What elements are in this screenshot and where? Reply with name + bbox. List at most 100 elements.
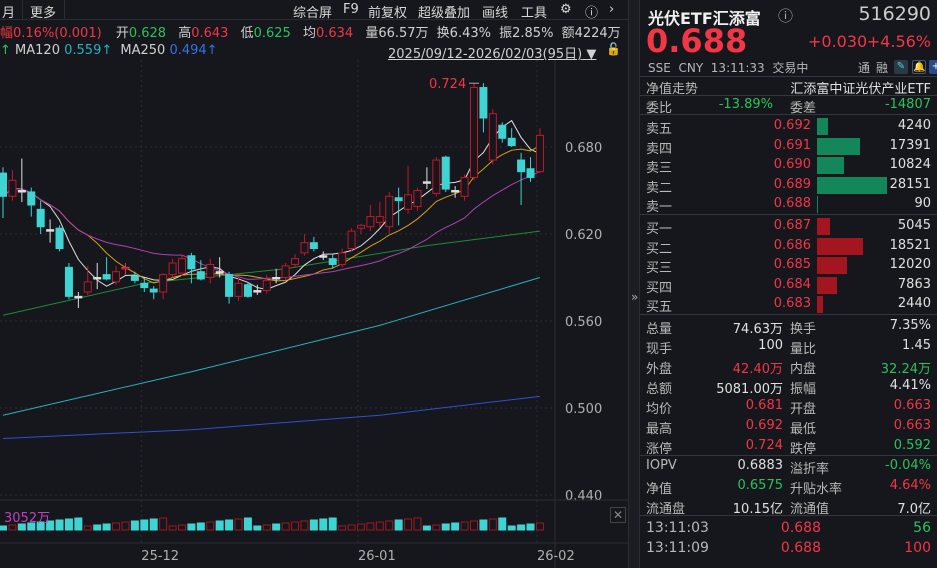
volume-bar	[488, 518, 497, 531]
add-icon[interactable]: +	[929, 60, 937, 74]
more-button[interactable]: 更多	[30, 6, 57, 21]
edit-icon[interactable]: ✎	[894, 60, 908, 74]
volume-bar	[83, 525, 92, 531]
candlestick-chart[interactable]: 0.680 0.620 0.560 0.500 0.440 25-12 26-01 26-02…	[0, 60, 628, 568]
close-icon[interactable]: ✕	[610, 507, 626, 523]
candle-body	[309, 242, 318, 249]
chevron-right-icon[interactable]: ›	[609, 2, 615, 17]
ask-level[interactable]: 卖一 0.688 90	[646, 195, 931, 215]
volume-bar	[262, 524, 271, 531]
tong-badge: 通	[858, 61, 871, 75]
level-label: 卖三	[646, 161, 673, 176]
y-tick-label: 0.620	[565, 228, 602, 243]
level-label: 买四	[646, 280, 673, 296]
f9-button[interactable]: F9	[343, 2, 359, 17]
stat-row: 总量 74.63万 换手 7.35%	[646, 318, 931, 337]
info-icon[interactable]: ⓘ	[778, 7, 794, 25]
date-range-selector[interactable]: 2025/09/12-2026/02/03(95日) ▼	[388, 47, 597, 62]
candle-body	[0, 172, 7, 197]
candle-body	[441, 156, 450, 190]
candle-body	[526, 168, 535, 178]
help-icon[interactable]: ⓘ	[585, 6, 599, 21]
candle-body	[74, 295, 83, 299]
ma20-line	[2, 170, 541, 280]
overlay-button[interactable]: 超级叠加	[418, 6, 471, 21]
ask-level[interactable]: 卖四 0.691 17391	[646, 137, 931, 157]
toolbar: 月 更多 综合屏 F9 前复权 超级叠加 画线 工具 ⚙ ⓘ ›	[0, 0, 628, 21]
candle-body	[488, 113, 497, 161]
nav-trend-link[interactable]: 净值走势	[646, 82, 699, 97]
bid-level[interactable]: 买四 0.684 7863	[646, 276, 931, 296]
volume-bar	[817, 276, 837, 294]
volume-bar	[8, 524, 17, 531]
volume-bar	[404, 518, 413, 531]
candle-body	[451, 190, 460, 193]
ask-level[interactable]: 卖五 0.692 4240	[646, 117, 931, 137]
volume-bar	[422, 525, 431, 531]
tools-button[interactable]: 工具	[521, 6, 548, 21]
bid-level[interactable]: 买二 0.686 18521	[646, 237, 931, 257]
level-volume: 2440	[897, 296, 931, 311]
volume-bar	[46, 520, 55, 531]
level-price: 0.684	[773, 276, 811, 292]
bid-level[interactable]: 买一 0.687 5045	[646, 217, 931, 237]
max-price-label: 0.724	[429, 77, 466, 92]
kline-panel: 月 更多 综合屏 F9 前复权 超级叠加 画线 工具 ⚙ ⓘ › 幅0.16%(…	[0, 0, 628, 568]
candle-body	[394, 197, 403, 202]
ma10-line	[2, 145, 541, 284]
volume-bar	[215, 520, 224, 531]
volume-bar	[177, 524, 186, 531]
gear-icon[interactable]: ⚙	[560, 2, 572, 17]
candle-body	[470, 87, 478, 178]
level-price: 0.690	[773, 157, 811, 172]
bid-level[interactable]: 买三 0.685 12020	[646, 256, 931, 276]
volume-bar	[817, 218, 830, 235]
composite-screen-button[interactable]: 综合屏	[293, 6, 333, 21]
volume-bar	[36, 521, 45, 531]
level-volume: 17391	[889, 137, 931, 153]
level-label: 买二	[646, 241, 673, 257]
expand-icon[interactable]: »	[631, 290, 639, 304]
level-volume: 10824	[889, 157, 931, 172]
candle-body	[243, 284, 252, 297]
candle-body	[140, 282, 149, 289]
stat-row: 外盘 42.40万 内盘 32.24万	[646, 362, 931, 377]
draw-button[interactable]: 画线	[482, 6, 509, 21]
adjust-button[interactable]: 前复权	[368, 6, 408, 21]
candle-body	[46, 229, 55, 232]
volume-bar	[206, 521, 215, 531]
candle-body	[168, 262, 177, 276]
volume-bar	[441, 523, 450, 531]
volume-bar	[140, 519, 149, 531]
ma-bar: ↑ MA120 0.559↑ MA250 0.494↑	[0, 43, 218, 58]
stat-row: 现手 100 量比 1.45	[646, 338, 931, 357]
ask-level[interactable]: 卖二 0.689 28151	[646, 176, 931, 196]
bid-level[interactable]: 买五 0.683 2440	[646, 295, 931, 315]
dropdown-icon: ▼	[586, 47, 597, 62]
candle-body	[102, 274, 111, 280]
market-info: SSE CNY 13:11:33 交易中	[648, 61, 809, 75]
ask-level[interactable]: 卖三 0.690 10824	[646, 156, 931, 176]
quote-bar: 幅0.16%(0.001) 开0.628 高0.643 低0.625 均0.63…	[0, 26, 621, 41]
tick-row: 13:11:03 0.688 56	[646, 520, 931, 536]
volume-bar	[291, 521, 300, 531]
candle-body	[36, 208, 45, 228]
candle-body	[432, 159, 441, 194]
volume-bar	[517, 524, 526, 531]
candle-body	[177, 258, 186, 274]
price-change-pct: +4.56%	[866, 32, 931, 51]
volume-bar	[102, 523, 111, 531]
level-volume: 90	[914, 196, 931, 211]
level-label: 卖一	[646, 200, 673, 215]
level-label: 卖二	[646, 180, 673, 196]
panel-divider[interactable]: »	[628, 0, 640, 568]
volume-bar	[366, 522, 375, 531]
bell-icon[interactable]: 🔔	[912, 60, 926, 74]
candle-body	[130, 275, 139, 281]
candle-body	[17, 190, 26, 193]
period-month-tab[interactable]: 月	[2, 6, 16, 21]
level-price: 0.685	[773, 257, 811, 272]
volume-bar	[526, 523, 535, 531]
lock-icon[interactable]: 🔓	[606, 42, 621, 56]
candle-body	[159, 274, 168, 293]
